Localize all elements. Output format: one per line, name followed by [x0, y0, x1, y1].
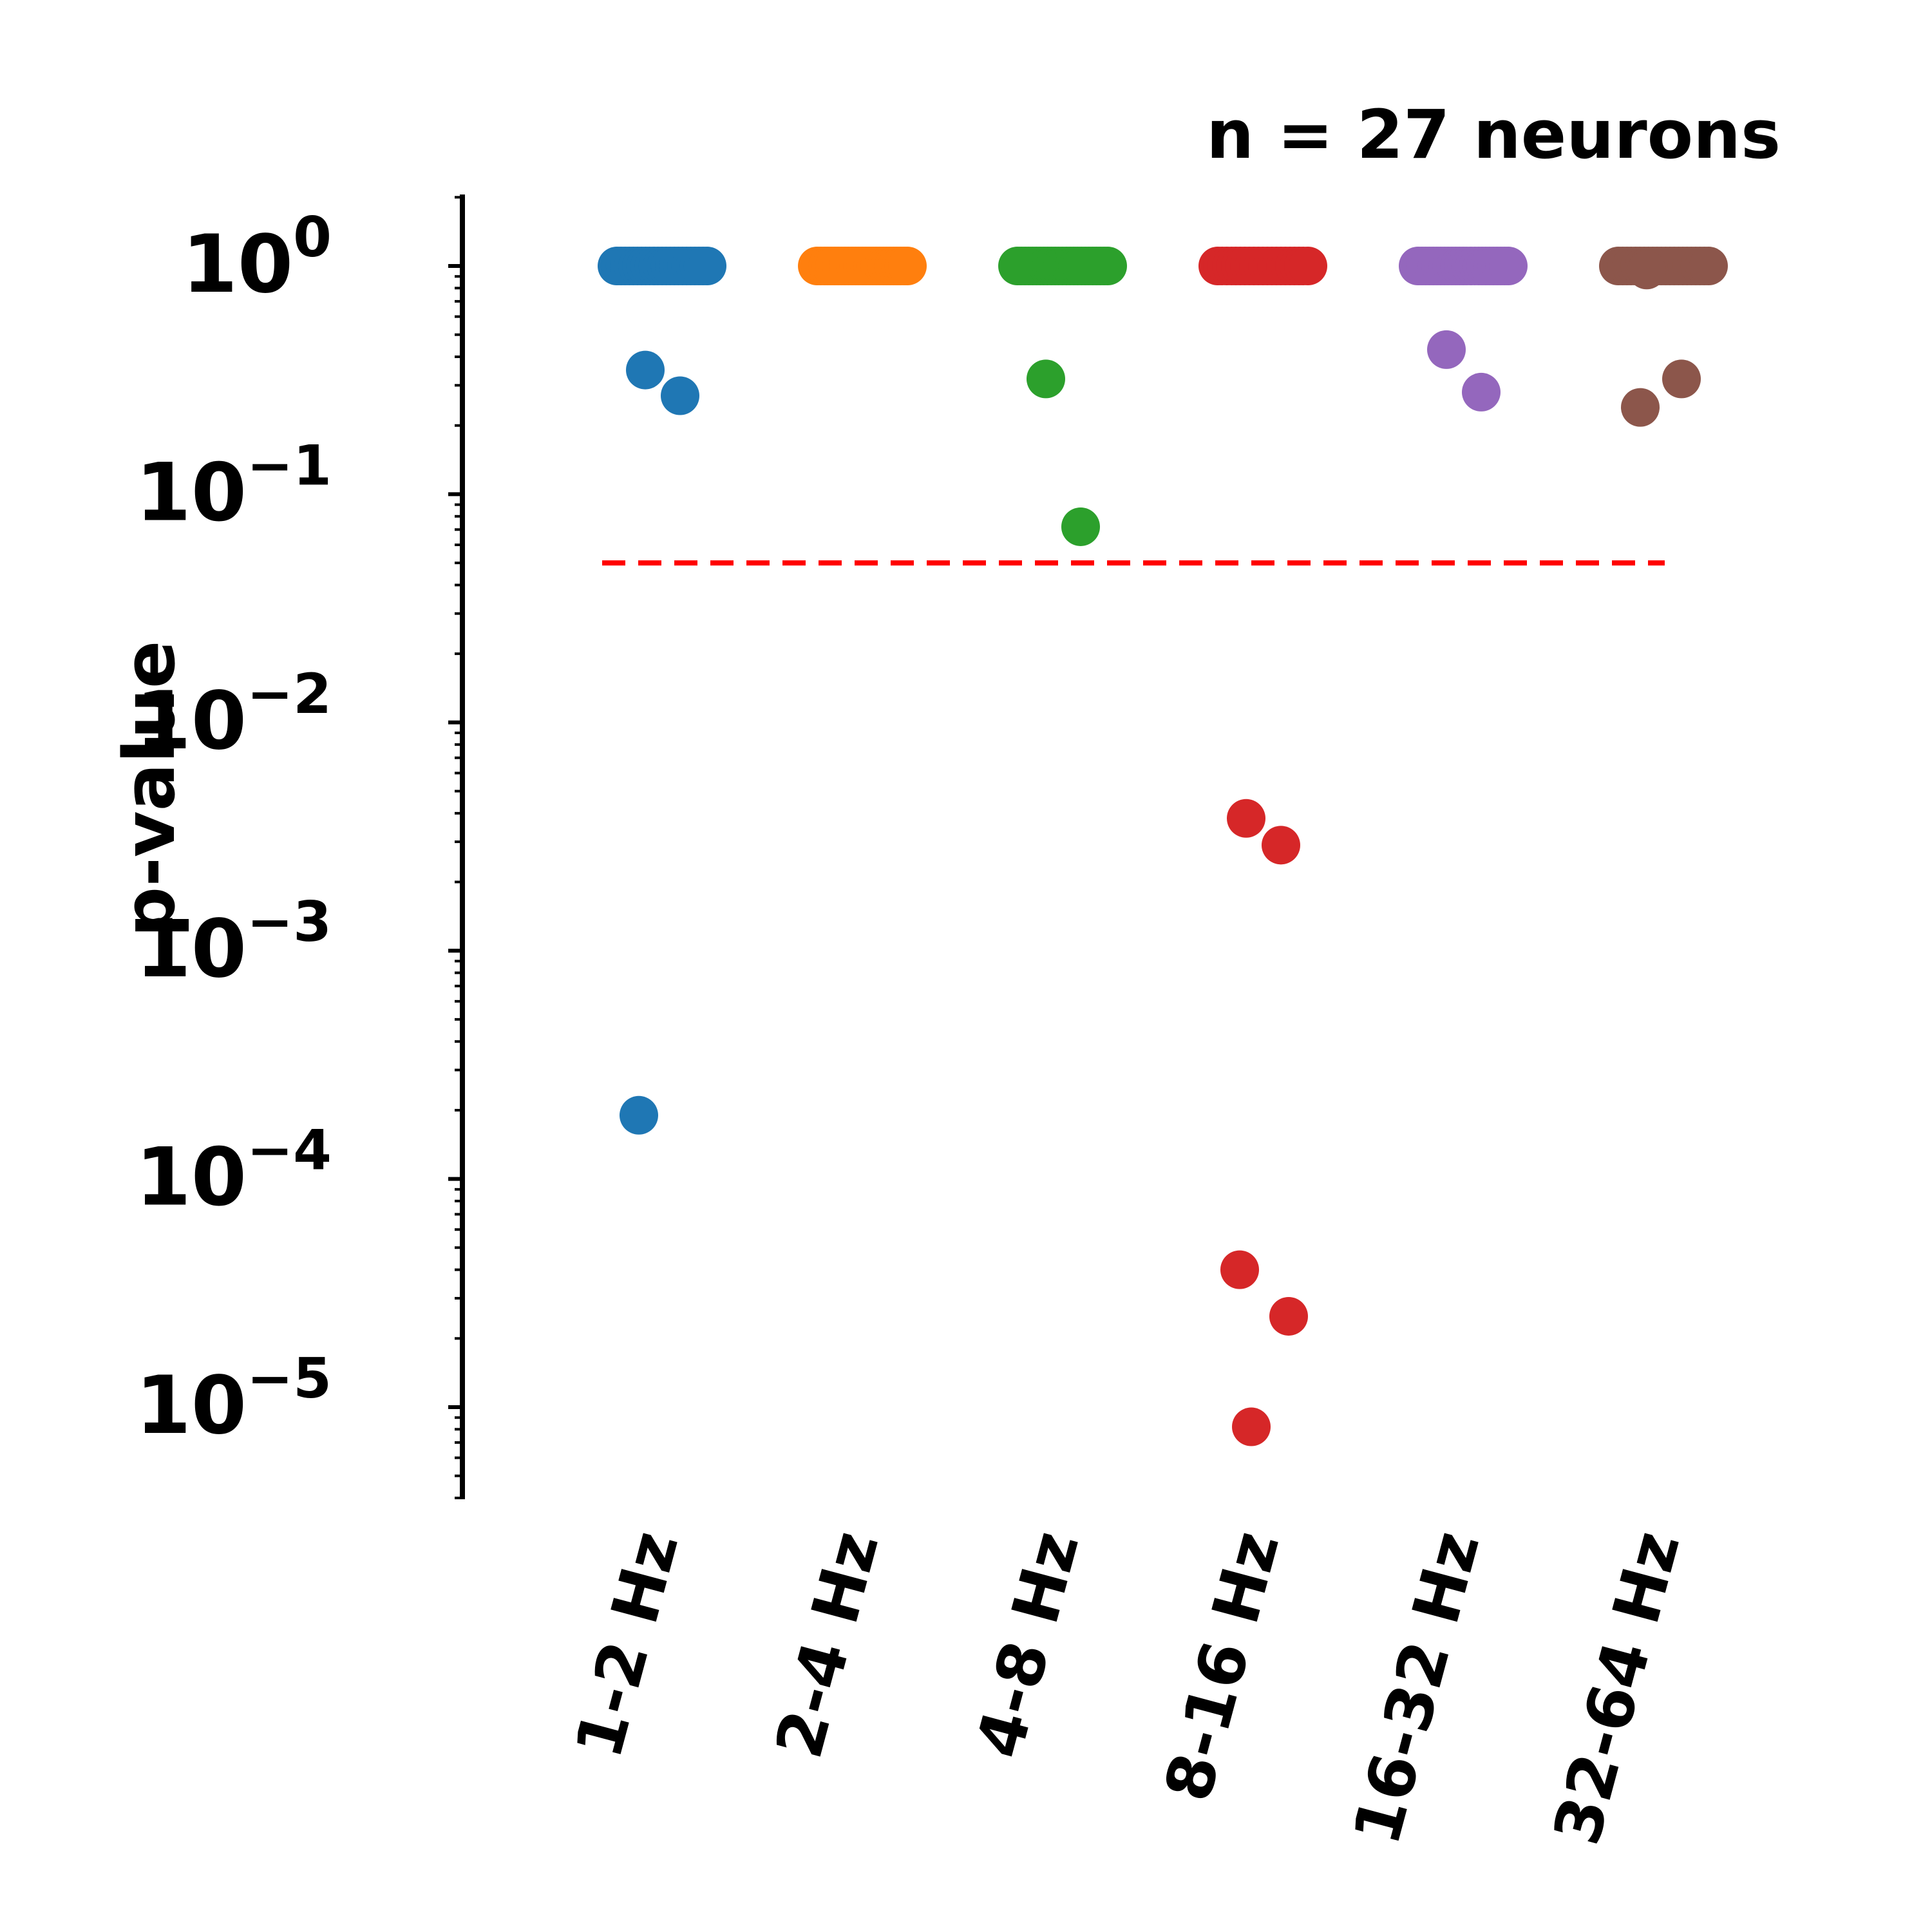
- data-point: [1462, 372, 1501, 412]
- y-tick-label: 10−5: [136, 1347, 332, 1452]
- x-tick-label: 32-64 Hz: [1539, 1524, 1695, 1852]
- data-point: [1621, 388, 1660, 427]
- data-point: [661, 376, 699, 415]
- y-tick-label: 10−4: [136, 1119, 332, 1224]
- x-tick-label: 4-8 Hz: [961, 1524, 1094, 1765]
- y-tick-label: 100: [182, 205, 332, 311]
- data-points: [598, 247, 1728, 1446]
- data-point: [626, 350, 665, 390]
- data-point: [1220, 1250, 1259, 1289]
- x-tick-label: 2-4 Hz: [761, 1524, 894, 1765]
- neuron-count-annotation: n = 27 neurons: [1206, 95, 1781, 174]
- x-tick-label: 16-32 Hz: [1339, 1524, 1495, 1852]
- data-point: [888, 247, 927, 285]
- data-point: [1269, 1296, 1308, 1336]
- data-point: [1627, 251, 1666, 290]
- data-point: [620, 1095, 658, 1135]
- x-tick-label: 1-2 Hz: [561, 1524, 694, 1765]
- data-point: [1088, 247, 1127, 285]
- data-point: [1427, 330, 1466, 369]
- x-tick-labels: 1-2 Hz 2-4 Hz 4-8 Hz 8-16 Hz 16-32 Hz 32-64 H…: [561, 1524, 1695, 1852]
- y-axis-label: p-value: [108, 641, 191, 938]
- y-tick-label: 10−3: [136, 890, 332, 996]
- data-point: [688, 247, 726, 285]
- data-point: [1689, 247, 1728, 285]
- data-point: [1232, 1407, 1271, 1446]
- y-axis: 100 10−1 10−2 10−3 10−4 10−5: [136, 194, 465, 1500]
- data-point: [1027, 359, 1065, 399]
- data-point: [1227, 799, 1265, 838]
- data-point: [1662, 359, 1701, 399]
- data-point: [1489, 247, 1528, 285]
- data-point: [1061, 507, 1100, 546]
- y-tick-label: 10−1: [136, 433, 332, 539]
- x-tick-label: 8-16 Hz: [1150, 1524, 1294, 1809]
- data-point: [1289, 247, 1327, 285]
- y-tick-label: 10−2: [136, 662, 332, 768]
- data-point: [1262, 826, 1300, 865]
